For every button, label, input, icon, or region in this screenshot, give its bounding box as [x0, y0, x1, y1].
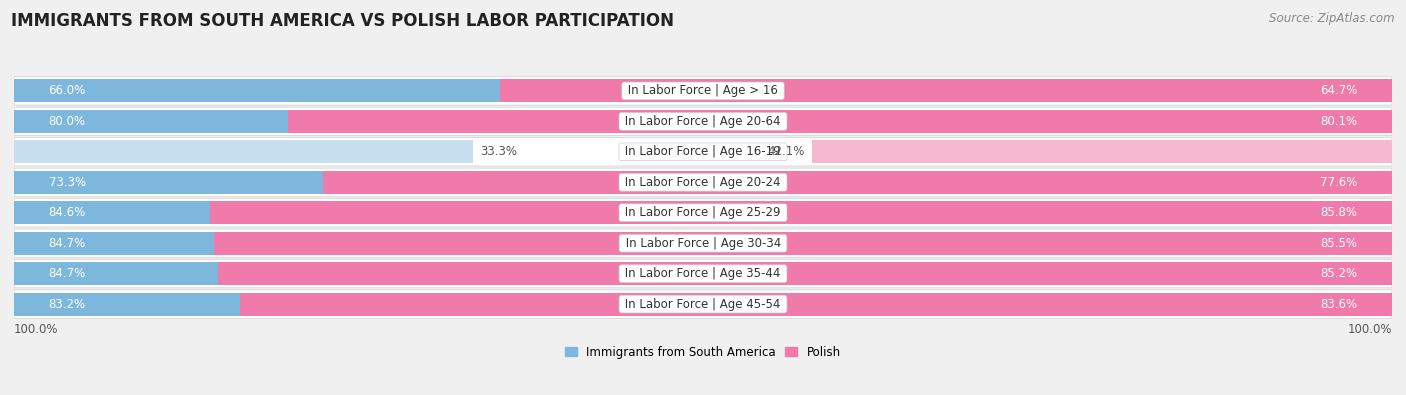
Bar	[811, 140, 1392, 163]
Bar	[14, 262, 1181, 285]
Text: In Labor Force | Age 20-24: In Labor Force | Age 20-24	[621, 176, 785, 189]
Bar	[209, 201, 1392, 224]
Text: 66.0%: 66.0%	[48, 85, 86, 98]
Text: 83.2%: 83.2%	[48, 297, 86, 310]
Text: 85.5%: 85.5%	[1320, 237, 1358, 250]
Text: 80.0%: 80.0%	[48, 115, 86, 128]
Text: 64.7%: 64.7%	[1320, 85, 1358, 98]
FancyBboxPatch shape	[14, 107, 1392, 135]
FancyBboxPatch shape	[14, 199, 1392, 227]
Bar	[240, 293, 1392, 316]
FancyBboxPatch shape	[14, 168, 1392, 196]
Text: 77.6%: 77.6%	[1320, 176, 1358, 189]
Text: In Labor Force | Age 25-29: In Labor Force | Age 25-29	[621, 206, 785, 219]
Text: 85.8%: 85.8%	[1320, 206, 1358, 219]
Bar	[14, 171, 1024, 194]
Text: 100.0%: 100.0%	[1347, 323, 1392, 336]
Bar	[14, 140, 472, 163]
Text: 42.1%: 42.1%	[768, 145, 806, 158]
Text: IMMIGRANTS FROM SOUTH AMERICA VS POLISH LABOR PARTICIPATION: IMMIGRANTS FROM SOUTH AMERICA VS POLISH …	[11, 12, 675, 30]
Bar	[14, 79, 924, 102]
Text: In Labor Force | Age 30-34: In Labor Force | Age 30-34	[621, 237, 785, 250]
Text: In Labor Force | Age > 16: In Labor Force | Age > 16	[624, 85, 782, 98]
Text: 85.2%: 85.2%	[1320, 267, 1358, 280]
Text: 83.6%: 83.6%	[1320, 297, 1358, 310]
Bar	[214, 232, 1392, 255]
FancyBboxPatch shape	[14, 137, 1392, 166]
Text: In Labor Force | Age 45-54: In Labor Force | Age 45-54	[621, 297, 785, 310]
Text: 33.3%: 33.3%	[479, 145, 517, 158]
Bar	[14, 293, 1160, 316]
Text: 80.1%: 80.1%	[1320, 115, 1358, 128]
FancyBboxPatch shape	[14, 290, 1392, 318]
FancyBboxPatch shape	[14, 260, 1392, 288]
FancyBboxPatch shape	[14, 77, 1392, 105]
Bar	[14, 232, 1181, 255]
Bar	[218, 262, 1392, 285]
Text: In Labor Force | Age 16-19: In Labor Force | Age 16-19	[621, 145, 785, 158]
Bar	[501, 79, 1392, 102]
FancyBboxPatch shape	[14, 229, 1392, 258]
Bar	[323, 171, 1392, 194]
Text: 84.7%: 84.7%	[48, 237, 86, 250]
Legend: Immigrants from South America, Polish: Immigrants from South America, Polish	[561, 341, 845, 363]
Bar	[14, 201, 1180, 224]
Text: 84.7%: 84.7%	[48, 267, 86, 280]
Text: 73.3%: 73.3%	[48, 176, 86, 189]
Text: In Labor Force | Age 35-44: In Labor Force | Age 35-44	[621, 267, 785, 280]
Text: Source: ZipAtlas.com: Source: ZipAtlas.com	[1270, 12, 1395, 25]
Text: In Labor Force | Age 20-64: In Labor Force | Age 20-64	[621, 115, 785, 128]
Text: 100.0%: 100.0%	[14, 323, 59, 336]
Bar	[14, 110, 1116, 133]
Text: 84.6%: 84.6%	[48, 206, 86, 219]
Bar	[288, 110, 1392, 133]
